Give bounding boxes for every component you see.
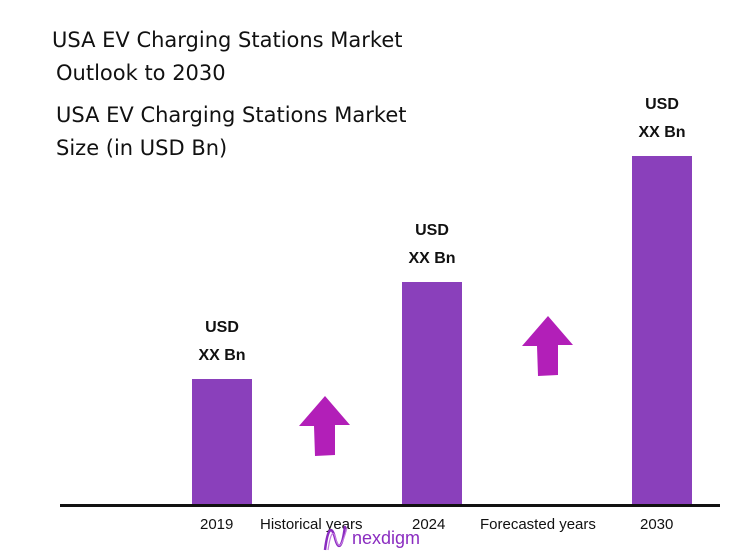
bar-2024 bbox=[402, 281, 462, 505]
logo-text: nexdigm bbox=[352, 527, 421, 548]
data-label-value: XX Bn bbox=[408, 249, 456, 267]
nexdigm-wave-icon bbox=[323, 525, 348, 551]
data-label: USD XX Bn bbox=[372, 217, 492, 273]
data-label-currency: USD bbox=[205, 319, 239, 337]
data-label: USD XX Bn bbox=[602, 91, 722, 147]
growth-arrow-icon bbox=[299, 396, 350, 456]
growth-arrow-icon bbox=[522, 316, 573, 376]
chart-title-line2: Outlook to 2030 bbox=[56, 61, 226, 85]
bar-2030 bbox=[632, 156, 692, 505]
bar-2019 bbox=[192, 379, 252, 505]
nexdigm-logo: nexdigm bbox=[322, 524, 420, 552]
chart-subtitle-line2: Size (in USD Bn) bbox=[56, 136, 228, 160]
data-label-value: XX Bn bbox=[198, 347, 246, 365]
period-label-forecasted: Forecasted years bbox=[480, 516, 596, 533]
data-label-currency: USD bbox=[415, 221, 449, 239]
chart-title-line1: USA EV Charging Stations Market bbox=[52, 28, 403, 52]
x-tick-label: 2024 bbox=[412, 516, 446, 533]
data-label-value: XX Bn bbox=[638, 124, 686, 141]
x-axis-line bbox=[60, 504, 720, 507]
period-label-historical: Historical years bbox=[260, 516, 363, 533]
chart-subtitle-line1: USA EV Charging Stations Market bbox=[56, 103, 407, 127]
x-tick-label: 2030 bbox=[640, 516, 674, 533]
data-label-currency: USD bbox=[645, 96, 679, 113]
x-tick-label: 2019 bbox=[200, 516, 234, 533]
data-label: USD XX Bn bbox=[162, 314, 282, 370]
